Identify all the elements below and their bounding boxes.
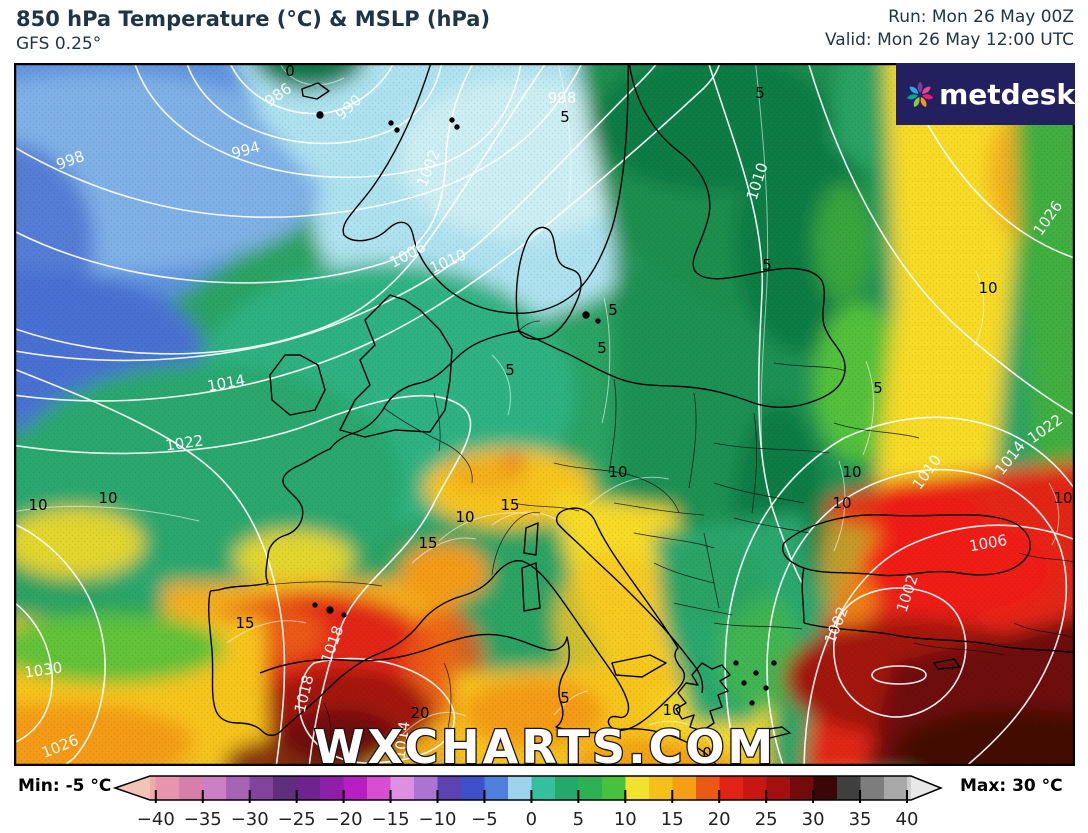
map-canvas: 986 9909949989981002100610101010101410221…: [14, 63, 1075, 766]
colorbar-tick-labels: −40 −35 −30 −25 −20 −15 −10 −5 0 5 10 15 20 25 30 35 40: [137, 809, 919, 830]
svg-text:5: 5: [560, 689, 570, 707]
watermark-text: WXCHARTS.COM: [314, 720, 776, 766]
temperature-labels: 0 5 5 5 5 5 5 5 10 10 10 10 10 10 10 10 10 15 15 15 20 5 0: [28, 63, 1072, 762]
svg-text:−15: −15: [372, 809, 410, 830]
svg-text:5: 5: [608, 301, 618, 319]
svg-text:20: 20: [410, 704, 429, 722]
svg-text:5: 5: [762, 256, 772, 274]
svg-text:5: 5: [755, 84, 765, 102]
svg-text:10: 10: [832, 494, 851, 512]
svg-text:15: 15: [500, 496, 519, 514]
pressure-contours: [16, 65, 1073, 764]
page-title: 850 hPa Temperature (°C) & MSLP (hPa): [16, 7, 491, 31]
svg-text:10: 10: [614, 809, 637, 830]
svg-text:5: 5: [505, 361, 515, 379]
svg-text:10: 10: [1053, 489, 1072, 507]
colorbar-max-label: Max: 30 °C: [960, 776, 1063, 796]
svg-text:1014: 1014: [390, 720, 413, 760]
svg-text:10: 10: [455, 508, 474, 526]
svg-text:1030: 1030: [23, 658, 63, 681]
colorbar-gradient-bar: [112, 775, 944, 801]
run-time-label: Run: Mon 26 May 00Z: [888, 7, 1074, 27]
svg-text:35: 35: [849, 809, 872, 830]
valid-time-label: Valid: Mon 26 May 12:00 UTC: [824, 30, 1074, 50]
coastlines: [208, 65, 1073, 764]
svg-text:−30: −30: [231, 809, 269, 830]
svg-text:1022: 1022: [164, 431, 204, 454]
metdesk-flower-icon: [907, 81, 934, 108]
svg-text:−5: −5: [471, 809, 498, 830]
svg-text:25: 25: [755, 809, 778, 830]
colorbar-min-label: Min: -5 °C: [18, 776, 112, 796]
country-borders: [265, 320, 1073, 764]
svg-text:−20: −20: [325, 809, 363, 830]
svg-text:5: 5: [597, 339, 607, 357]
svg-text:15: 15: [661, 809, 684, 830]
svg-text:5: 5: [573, 809, 584, 830]
svg-text:10: 10: [98, 489, 117, 507]
svg-text:10: 10: [608, 463, 627, 481]
metdesk-logo-text: metdesk: [939, 77, 1075, 111]
svg-text:0: 0: [526, 809, 537, 830]
svg-text:10: 10: [978, 279, 997, 297]
svg-text:10: 10: [842, 463, 861, 481]
svg-text:0: 0: [702, 744, 712, 762]
svg-text:30: 30: [802, 809, 825, 830]
svg-text:0: 0: [285, 63, 295, 80]
weather-map: 986 990 994 998 998 1002 1006 1010 1010 1014 1022 1…: [14, 63, 1075, 766]
svg-text:40: 40: [896, 809, 919, 830]
svg-text:−40: −40: [137, 809, 175, 830]
svg-text:−10: −10: [419, 809, 457, 830]
svg-text:−35: −35: [184, 809, 222, 830]
svg-text:5: 5: [873, 379, 883, 397]
svg-text:20: 20: [708, 809, 731, 830]
model-subtitle: GFS 0.25°: [16, 34, 102, 54]
svg-text:5: 5: [560, 108, 570, 126]
metdesk-logo: metdesk: [896, 63, 1075, 125]
map-border: [14, 63, 1075, 766]
stipple-texture: [16, 65, 1073, 764]
svg-text:10: 10: [28, 496, 47, 514]
svg-text:15: 15: [235, 614, 254, 632]
svg-text:−25: −25: [278, 809, 316, 830]
svg-text:998: 998: [548, 89, 577, 107]
svg-text:15: 15: [418, 534, 437, 552]
colorbar-ticks: [154, 790, 908, 803]
colorbar: −40 −35 −30 −25 −20 −15 −10 −5 0 5 10 15 20 25 30 35 40: [112, 775, 944, 830]
svg-text:10: 10: [662, 701, 681, 719]
